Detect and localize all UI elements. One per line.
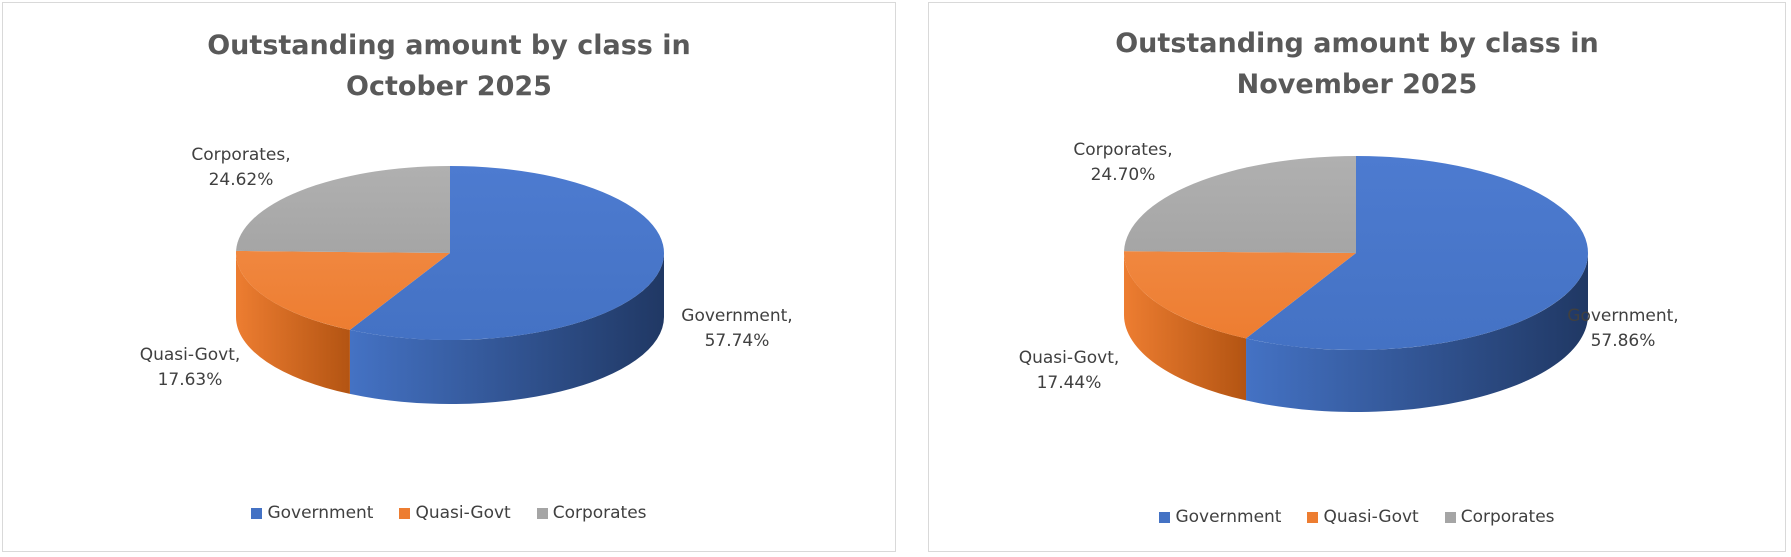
legend-item-government: Government	[1159, 507, 1281, 527]
pie-side-walls	[1124, 253, 1588, 413]
pie-slice-side-quasi-govt	[1124, 253, 1247, 401]
chart-title: Outstanding amount by class in October 2…	[3, 25, 895, 107]
data-label-value: 24.70%	[1091, 165, 1156, 185]
data-label-category: Government,	[1567, 306, 1678, 326]
chart-title-line-1: Outstanding amount by class in	[207, 30, 691, 61]
pie-slice-side-government	[349, 253, 664, 404]
data-label-value: 17.44%	[1037, 373, 1102, 393]
legend-swatch-quasi-govt	[399, 507, 411, 519]
pie-slice-quasi-govt	[1124, 251, 1356, 339]
legend-swatch-corporates	[536, 507, 548, 519]
chart-title-line-1: Outstanding amount by class in	[1115, 28, 1599, 59]
pie-slice-government	[349, 166, 664, 340]
pie-chart: Government, 57.74% Quasi-Govt, 17.63% Corpor…	[140, 145, 793, 404]
legend-item-corporates: Corporates	[1444, 507, 1555, 527]
data-label-value: 57.74%	[705, 331, 770, 351]
legend-label: Government	[1175, 507, 1282, 527]
data-label-value: 57.86%	[1591, 331, 1656, 351]
pie-slice-corporates	[1124, 156, 1356, 253]
legend-swatch-government	[1159, 511, 1171, 523]
data-label-value: 17.63%	[158, 370, 223, 390]
legend-item-quasi-govt: Quasi-Govt	[399, 503, 511, 523]
data-label-government: Government, 57.86%	[1567, 306, 1678, 351]
legend-swatch-government	[251, 507, 263, 519]
pie-slice-government	[1246, 156, 1588, 350]
data-label-quasi-govt: Quasi-Govt, 17.44%	[1019, 348, 1120, 393]
legend-label: Quasi-Govt	[1323, 507, 1419, 527]
legend-label: Quasi-Govt	[415, 503, 511, 523]
chart-panel-october: Outstanding amount by class in October 2…	[2, 2, 896, 552]
legend-item-government: Government	[251, 503, 373, 523]
data-label-category: Government,	[681, 306, 792, 326]
pie-top-faces	[236, 166, 664, 340]
data-label-quasi-govt: Quasi-Govt, 17.63%	[140, 345, 241, 390]
pie-chart: Government, 57.86% Quasi-Govt, 17.44% Corpor…	[1019, 140, 1679, 413]
data-label-category: Corporates,	[191, 145, 290, 165]
chart-title-line-2: October 2025	[346, 71, 552, 102]
pie-slice-corporates	[236, 166, 450, 253]
data-label-government: Government, 57.74%	[681, 306, 792, 351]
data-label-corporates: Corporates, 24.62%	[191, 145, 290, 190]
legend: Government Quasi-Govt Corporates	[929, 507, 1785, 527]
chart-title-line-2: November 2025	[1236, 69, 1478, 100]
pie-side-walls	[236, 253, 664, 404]
data-label-value: 24.62%	[209, 170, 274, 190]
chart-title: Outstanding amount by class in November …	[929, 23, 1785, 105]
pie-top-faces	[1124, 156, 1588, 350]
chart-panel-november: Outstanding amount by class in November …	[928, 2, 1786, 552]
pie-slice-side-quasi-govt	[236, 253, 350, 394]
legend: Government Quasi-Govt Corporates	[3, 503, 895, 523]
pie-slice-side-government	[1246, 253, 1588, 413]
data-label-category: Quasi-Govt,	[140, 345, 241, 365]
data-label-corporates: Corporates, 24.70%	[1073, 140, 1172, 185]
legend-label: Corporates	[1460, 507, 1555, 527]
data-label-category: Corporates,	[1073, 140, 1172, 160]
legend-swatch-quasi-govt	[1307, 511, 1319, 523]
legend-item-quasi-govt: Quasi-Govt	[1307, 507, 1419, 527]
legend-item-corporates: Corporates	[536, 503, 647, 523]
legend-label: Government	[267, 503, 374, 523]
legend-label: Corporates	[552, 503, 647, 523]
pie-slice-quasi-govt	[236, 250, 450, 330]
legend-swatch-corporates	[1444, 511, 1456, 523]
data-label-category: Quasi-Govt,	[1019, 348, 1120, 368]
